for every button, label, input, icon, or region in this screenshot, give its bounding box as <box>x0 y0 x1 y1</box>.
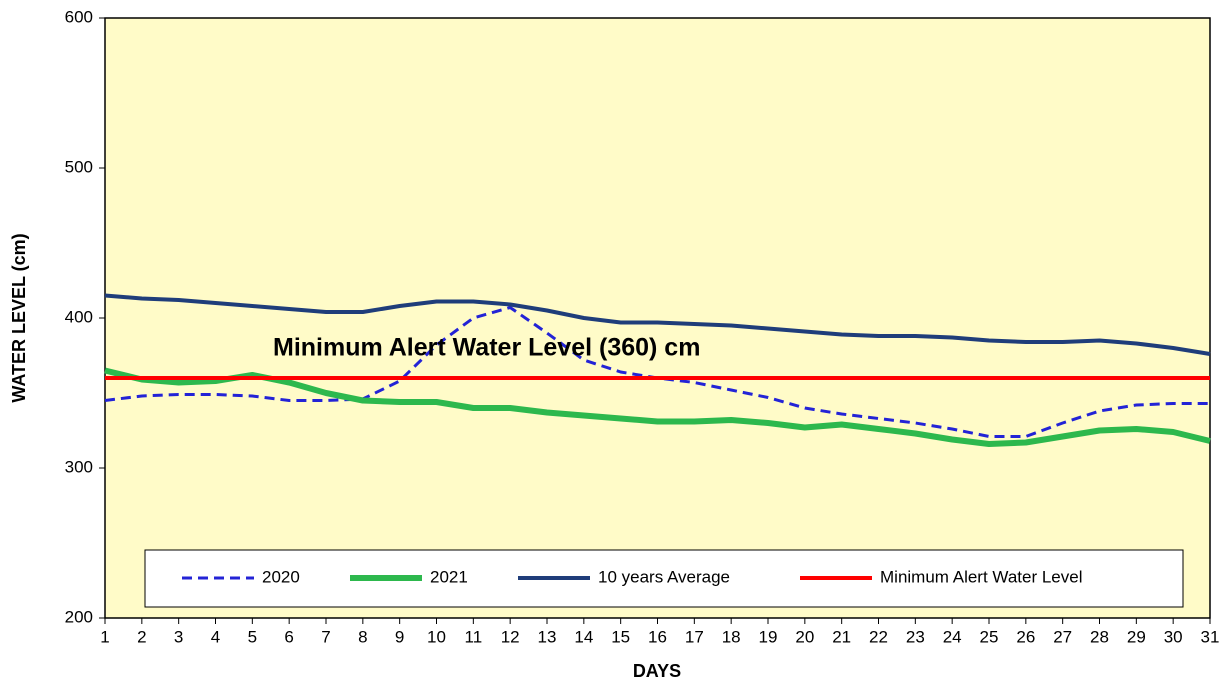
x-tick-label: 15 <box>611 627 630 646</box>
y-tick-label: 200 <box>65 607 93 626</box>
x-tick-label: 19 <box>759 627 778 646</box>
x-tick-label: 14 <box>574 627 593 646</box>
x-tick-label: 8 <box>358 627 367 646</box>
series-line <box>104 293 1211 356</box>
x-tick-label: 9 <box>395 627 404 646</box>
x-tick-label: 5 <box>248 627 257 646</box>
x-tick-label: 20 <box>795 627 814 646</box>
x-tick-label: 13 <box>538 627 557 646</box>
x-tick-label: 22 <box>869 627 888 646</box>
x-tick-label: 12 <box>501 627 520 646</box>
x-tick-label: 1 <box>100 627 109 646</box>
y-tick-label: 500 <box>65 157 93 176</box>
x-tick-label: 4 <box>211 627 220 646</box>
x-tick-label: 30 <box>1164 627 1183 646</box>
legend-label: Minimum Alert Water Level <box>880 567 1082 586</box>
legend-label: 2020 <box>262 567 300 586</box>
x-tick-label: 26 <box>1016 627 1035 646</box>
x-tick-label: 3 <box>174 627 183 646</box>
x-tick-label: 21 <box>832 627 851 646</box>
series-line <box>104 367 1211 447</box>
x-tick-label: 29 <box>1127 627 1146 646</box>
x-tick-label: 27 <box>1053 627 1072 646</box>
y-axis-title: WATER LEVEL (cm) <box>9 233 29 402</box>
x-tick-label: 11 <box>465 627 483 646</box>
y-tick-label: 300 <box>65 457 93 476</box>
legend-label: 2021 <box>430 567 468 586</box>
x-axis-title: DAYS <box>633 661 681 681</box>
x-tick-label: 18 <box>722 627 741 646</box>
x-tick-label: 28 <box>1090 627 1109 646</box>
x-tick-label: 25 <box>980 627 999 646</box>
plot-area <box>104 17 1211 619</box>
annotation: Minimum Alert Water Level (360) cm <box>273 334 700 362</box>
legend-label: 10 years Average <box>598 567 730 586</box>
x-tick-label: 23 <box>906 627 925 646</box>
y-tick-label: 400 <box>65 307 93 326</box>
x-tick-label: 17 <box>685 627 704 646</box>
x-tick-label: 2 <box>137 627 146 646</box>
x-tick-label: 16 <box>648 627 667 646</box>
x-tick-label: 6 <box>284 627 293 646</box>
y-tick-label: 600 <box>65 7 93 26</box>
x-tick-label: 31 <box>1201 627 1220 646</box>
x-tick-label: 24 <box>943 627 962 646</box>
x-tick-label: 7 <box>321 627 330 646</box>
legend-box <box>144 549 1184 608</box>
x-tick-label: 10 <box>427 627 446 646</box>
